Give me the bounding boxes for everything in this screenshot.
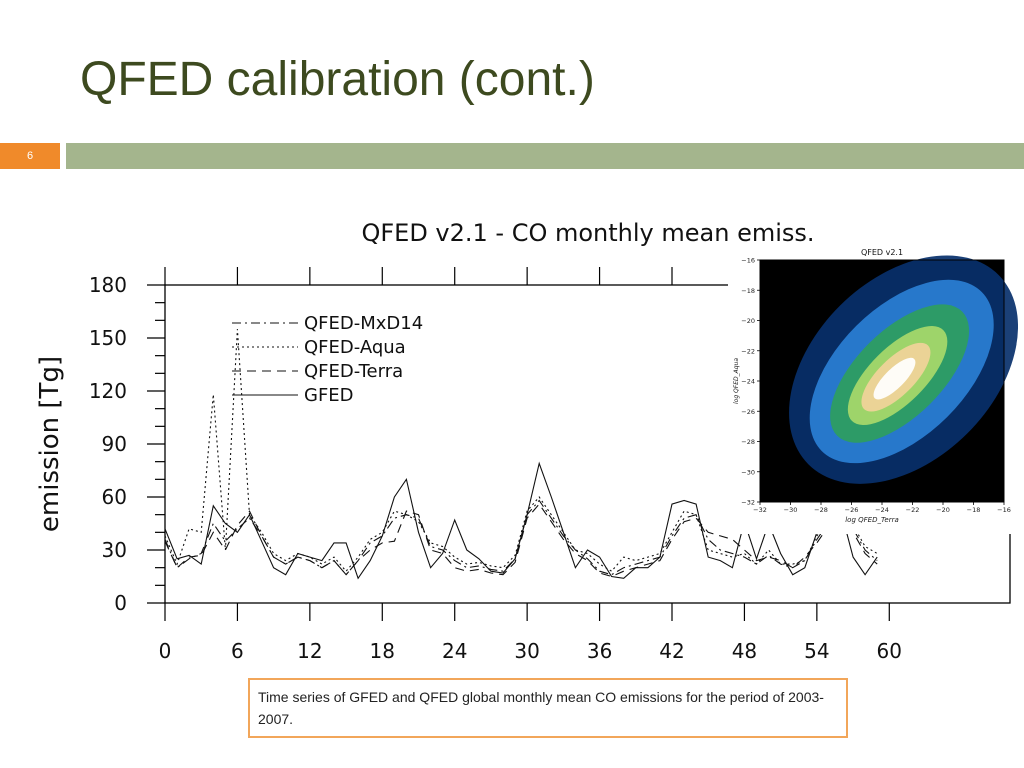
density-contour: [873, 357, 916, 400]
density-y-tick-label: −28: [741, 438, 755, 446]
density-x-tick-label: −26: [845, 506, 859, 514]
density-x-tick-label: −20: [936, 506, 950, 514]
legend-label: QFED-Aqua: [304, 337, 406, 358]
accent-bar: [66, 143, 1024, 169]
density-y-tick-label: −30: [741, 468, 755, 476]
density-y-tick-label: −24: [741, 378, 755, 386]
x-tick-label: 18: [370, 639, 395, 663]
density-x-tick-label: −16: [997, 506, 1011, 514]
x-tick-label: 42: [659, 639, 684, 663]
chart-title: QFED v2.1 - CO monthly mean emiss.: [361, 219, 814, 247]
slide-title: QFED calibration (cont.): [80, 53, 595, 106]
x-tick-label: 60: [877, 639, 902, 663]
density-x-tick-label: −28: [814, 506, 828, 514]
density-x-tick-label: −22: [906, 506, 920, 514]
y-tick-label: 90: [102, 432, 127, 456]
y-tick-label: 150: [89, 326, 127, 350]
y-tick-label: 0: [114, 591, 127, 615]
density-title: QFED v2.1: [861, 248, 903, 257]
y-tick-label: 30: [102, 538, 127, 562]
density-x-tick-label: −24: [875, 506, 889, 514]
time-series-chart: QFED v2.1 - CO monthly mean emiss. emissi…: [35, 219, 1011, 663]
y-tick-label: 60: [102, 485, 127, 509]
x-tick-label: 48: [732, 639, 757, 663]
density-y-tick-label: −22: [741, 347, 755, 355]
x-tick-label: 12: [297, 639, 322, 663]
x-tick-label: 6: [231, 639, 244, 663]
x-tick-label: 24: [442, 639, 467, 663]
x-tick-label: 54: [804, 639, 829, 663]
density-y-tick-label: −26: [741, 408, 755, 416]
series-line-gfed: [164, 461, 878, 580]
density-blob: [789, 255, 1018, 484]
x-tick-label: 30: [514, 639, 539, 663]
density-y-tick-label: −20: [741, 317, 755, 325]
density-y-tick-label: −32: [741, 499, 755, 507]
figure-caption: Time series of GFED and QFED global mont…: [248, 678, 848, 738]
legend-label: GFED: [304, 385, 354, 406]
y-tick-label: 180: [89, 273, 127, 297]
density-y-tick-label: −16: [741, 257, 755, 265]
x-tick-label: 0: [159, 639, 172, 663]
legend-label: QFED-MxD14: [304, 313, 423, 334]
legend-label: QFED-Terra: [304, 361, 403, 382]
density-x-tick-label: −30: [784, 506, 798, 514]
density-y-tick-label: −18: [741, 287, 755, 295]
density-scatter-plot: −32 −30 −28 −26 −24 −22 −20 −18 −16 −32 −30 −28 −26 −…: [728, 244, 1018, 534]
density-x-label: log QFED_Terra: [845, 516, 899, 524]
density-y-label: log QFED_Aqua: [733, 358, 740, 404]
page-number-badge: 6: [0, 143, 60, 169]
x-tick-label: 36: [587, 639, 612, 663]
density-x-tick-label: −18: [967, 506, 981, 514]
y-axis-label: emission [Tg]: [35, 356, 65, 532]
y-tick-label: 120: [89, 379, 127, 403]
density-x-tick-label: −32: [753, 506, 767, 514]
series-line-qfed-terra: [164, 503, 878, 578]
